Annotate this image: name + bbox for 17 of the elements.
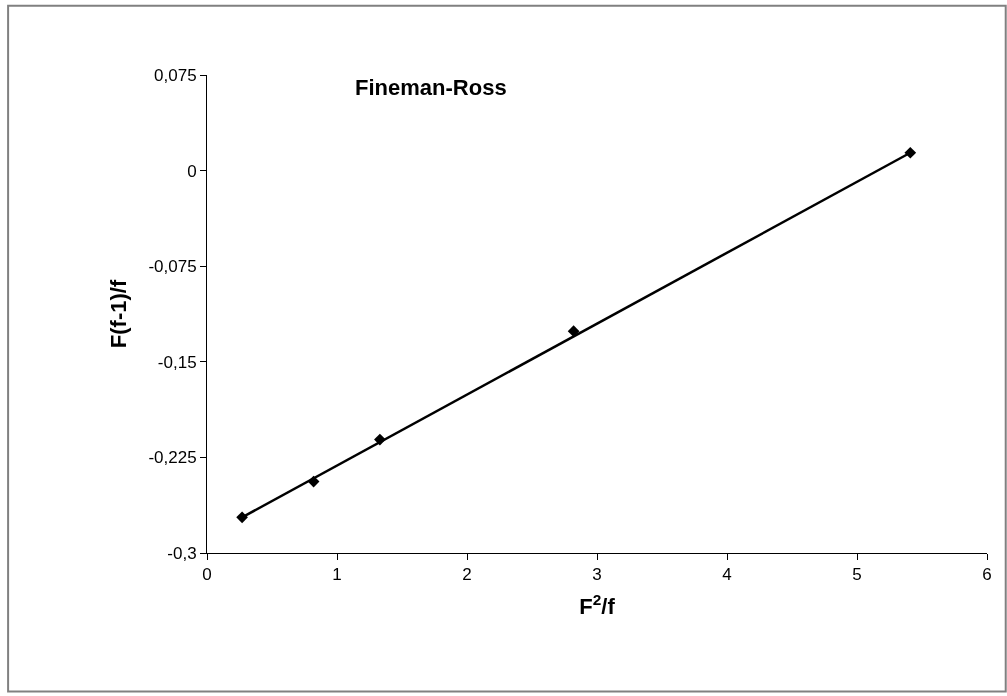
- x-tick-label: 6: [982, 565, 992, 585]
- x-tick-label: 0: [202, 565, 212, 585]
- y-tick-label: 0: [187, 161, 197, 181]
- point: [236, 511, 248, 524]
- y-tick-label: 0,075: [154, 65, 197, 85]
- chart-title: Fineman-Ross: [355, 75, 507, 101]
- x-axis-title: F$^{2}$/f: [579, 591, 616, 620]
- x-tick-label: 3: [592, 565, 602, 585]
- x-tick-label: 4: [722, 565, 732, 585]
- y-tick-label: -0,15: [157, 352, 197, 372]
- y-tick-label: -0,225: [148, 448, 197, 468]
- x-tick-label: 1: [332, 565, 342, 585]
- y-tick-label: -0,075: [148, 257, 197, 277]
- x-tick-label: 5: [852, 565, 862, 585]
- y-axis-title: F(f-1)/f: [106, 279, 132, 349]
- y-tick-label: -0,3: [167, 543, 197, 563]
- x-tick-label: 2: [462, 565, 472, 585]
